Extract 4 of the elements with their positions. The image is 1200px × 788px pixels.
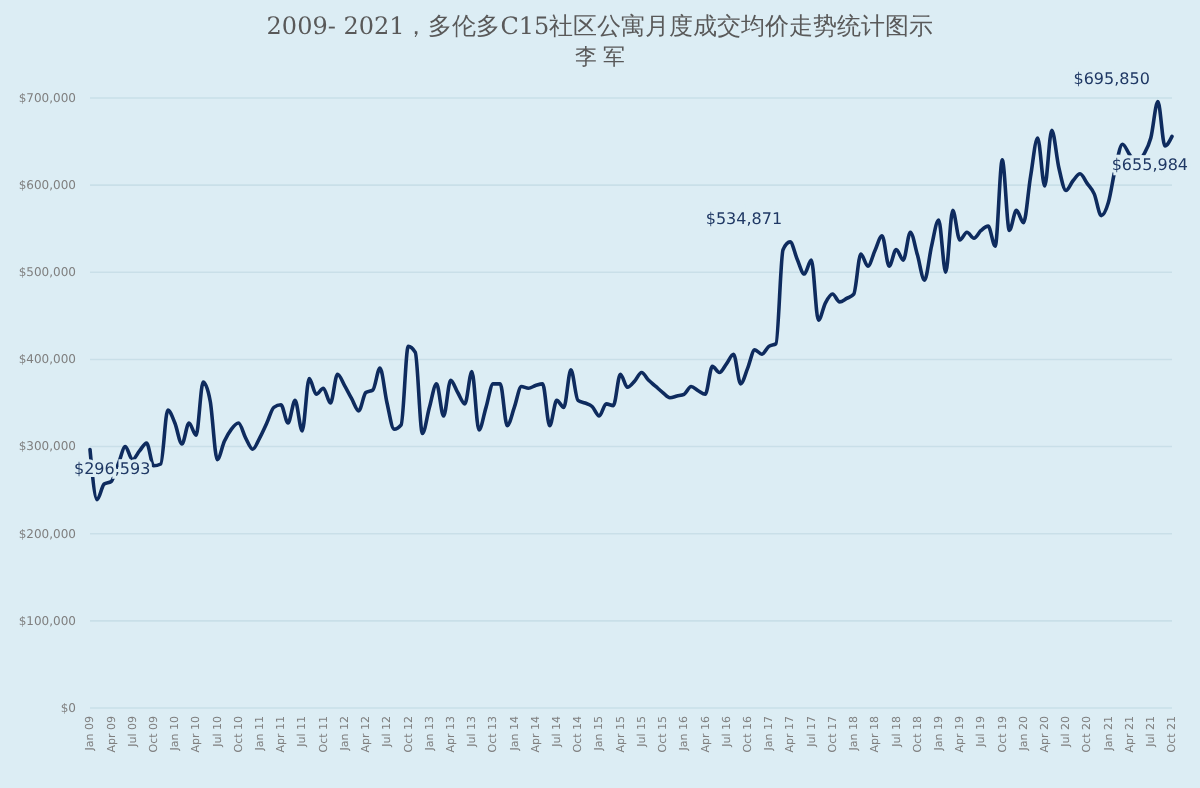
chart-subtitle: 李 军 xyxy=(574,44,626,70)
data-label: $534,871 xyxy=(705,209,783,228)
chart-title: 2009- 2021，多伦多C15社区公寓月度成交均价走势统计图示 xyxy=(266,12,934,40)
data-label: $695,850 xyxy=(1073,69,1150,88)
